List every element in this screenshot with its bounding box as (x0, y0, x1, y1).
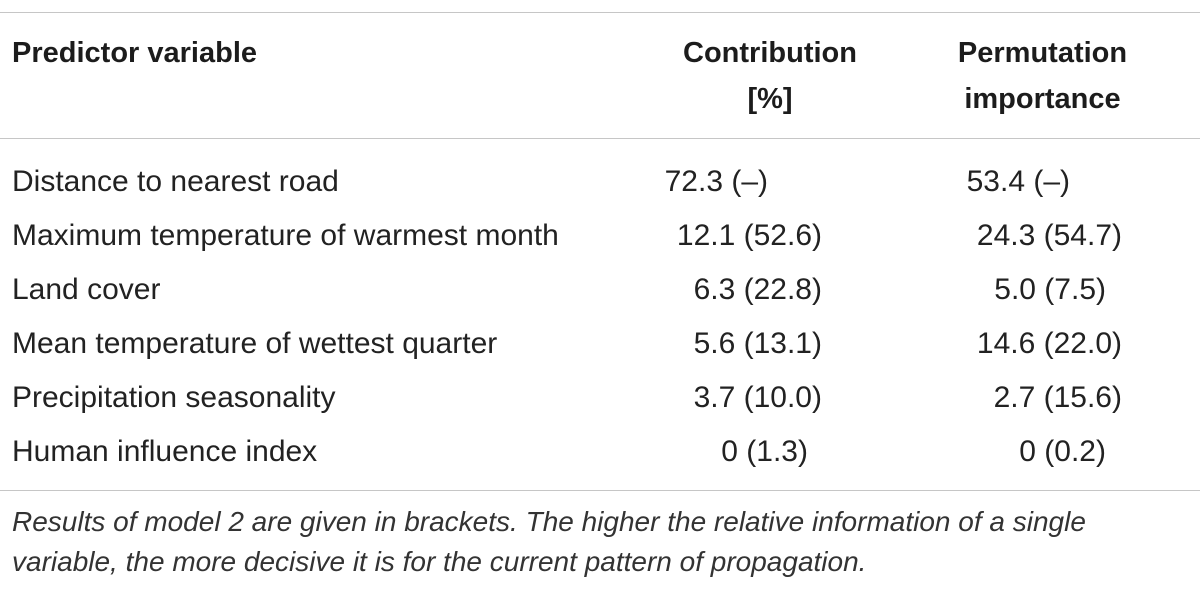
header-label: [%] (747, 83, 793, 115)
table-row: Mean temperature of wettest quarter 5.6 … (0, 317, 1200, 371)
cell-permutation: 5.0 (7.5) (994, 273, 1106, 306)
table-row: Precipitation seasonality 3.7 (10.0) 2.7… (0, 371, 1200, 425)
table-row: Land cover 6.3 (22.8) 5.0 (7.5) (0, 263, 1200, 317)
header-predictor-variable: Predictor variable (12, 30, 572, 76)
bottom-rule (0, 490, 1200, 491)
cell-variable: Distance to nearest road (12, 165, 339, 198)
cell-variable: Maximum temperature of warmest month (12, 219, 559, 252)
cell-contribution: 72.3 (–) (664, 165, 768, 198)
cell-permutation: 2.7 (15.6) (993, 381, 1122, 414)
cell-variable: Human influence index (12, 435, 318, 468)
cell-contribution: 5.6 (13.1) (693, 327, 822, 360)
cell-variable: Mean temperature of wettest quarter (12, 327, 498, 360)
header-permutation-importance: Permutation importance (915, 30, 1170, 122)
cell-permutation: 0 (0.2) (1019, 435, 1106, 468)
cell-contribution: 0 (1.3) (721, 435, 808, 468)
table-footnote: Results of model 2 are given in brackets… (12, 506, 1086, 577)
table-row: Human influence index 0 (1.3) 0 (0.2) (0, 425, 1200, 479)
header-label: Predictor variable (12, 37, 257, 69)
header-label: Contribution (683, 37, 857, 69)
cell-permutation: 53.4 (–) (966, 165, 1070, 198)
cell-contribution: 3.7 (10.0) (693, 381, 822, 414)
cell-permutation: 24.3 (54.7) (976, 219, 1122, 252)
header-label: importance (964, 83, 1121, 115)
table-body: Distance to nearest road 72.3 (–) 53.4 (… (0, 155, 1200, 479)
cell-variable: Precipitation seasonality (12, 381, 336, 414)
header-rule (0, 138, 1200, 139)
table-row: Maximum temperature of warmest month 12.… (0, 209, 1200, 263)
table-row: Distance to nearest road 72.3 (–) 53.4 (… (0, 155, 1200, 209)
cell-contribution: 12.1 (52.6) (676, 219, 822, 252)
cell-variable: Land cover (12, 273, 161, 306)
cell-contribution: 6.3 (22.8) (693, 273, 822, 306)
header-label: Permutation (957, 37, 1128, 69)
cell-permutation: 14.6 (22.0) (976, 327, 1122, 360)
header-contribution: Contribution [%] (640, 30, 900, 122)
top-rule (0, 12, 1200, 13)
